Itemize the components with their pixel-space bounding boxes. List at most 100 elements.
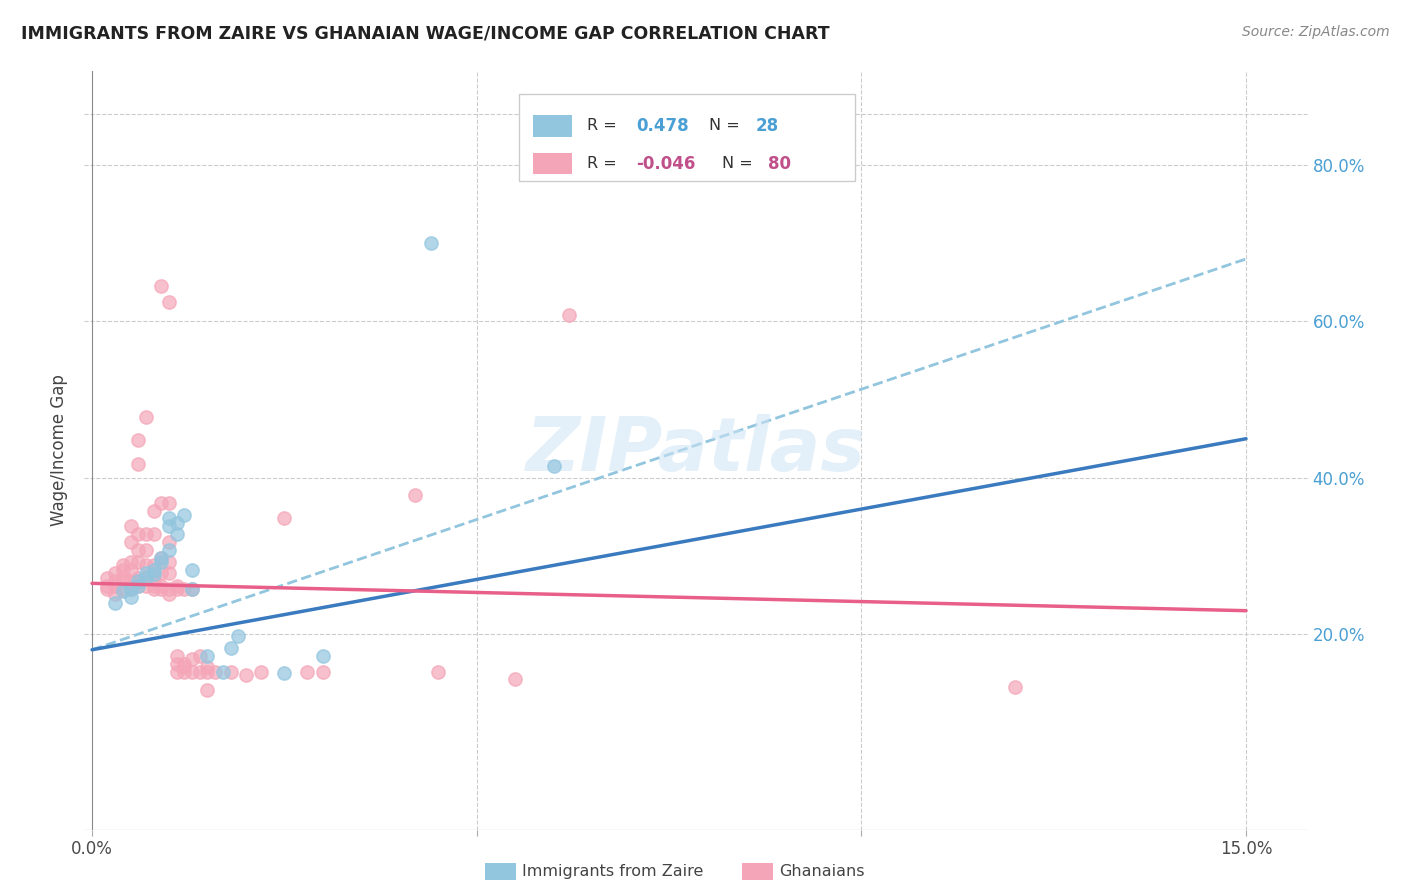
Point: [312, 648, 335, 663]
Point: [142, 558, 165, 573]
Point: [157, 295, 180, 310]
Point: [127, 571, 149, 585]
Point: [142, 503, 165, 517]
Point: [142, 579, 165, 593]
Point: [166, 648, 188, 663]
Point: [127, 574, 149, 588]
Point: [166, 527, 188, 541]
Text: ZIPatlas: ZIPatlas: [526, 414, 866, 487]
Point: [157, 511, 180, 525]
Point: [104, 566, 127, 581]
Point: [197, 683, 219, 698]
Point: [197, 648, 219, 663]
Point: [120, 582, 142, 596]
Point: [120, 574, 142, 588]
Point: [157, 496, 180, 510]
Point: [127, 579, 149, 593]
Point: [181, 665, 204, 679]
Bar: [533, 115, 572, 136]
Point: [142, 566, 165, 581]
Point: [219, 665, 242, 679]
Point: [181, 582, 204, 596]
Point: [503, 673, 526, 687]
Point: [120, 582, 142, 596]
Point: [181, 652, 204, 666]
Point: [173, 660, 195, 674]
Point: [166, 665, 188, 679]
Point: [297, 665, 319, 679]
Text: R =: R =: [588, 119, 621, 134]
Point: [111, 574, 134, 588]
Point: [157, 582, 180, 596]
Point: [120, 563, 142, 577]
Point: [120, 555, 142, 569]
Point: [219, 641, 242, 656]
Point: [150, 496, 173, 510]
Point: [96, 579, 118, 593]
Point: [111, 571, 134, 585]
Point: [173, 665, 195, 679]
Point: [111, 563, 134, 577]
Point: [120, 519, 142, 533]
Point: [150, 555, 173, 569]
Point: [142, 571, 165, 585]
Point: [404, 488, 426, 502]
Point: [142, 563, 165, 577]
Point: [111, 584, 134, 599]
Point: [150, 550, 173, 565]
Point: [135, 527, 157, 541]
Point: [96, 582, 118, 596]
Point: [111, 558, 134, 573]
Point: [142, 582, 165, 596]
Bar: [519, 95, 855, 181]
Point: [127, 527, 149, 541]
Point: [150, 579, 173, 593]
Point: [157, 555, 180, 569]
Point: [173, 582, 195, 596]
Point: [166, 657, 188, 671]
Point: [127, 542, 149, 557]
Point: [120, 535, 142, 549]
Point: [135, 571, 157, 585]
Point: [111, 582, 134, 596]
Point: [157, 535, 180, 549]
Point: [157, 586, 180, 600]
Point: [104, 574, 127, 588]
Point: [173, 508, 195, 523]
Point: [312, 665, 335, 679]
Point: [135, 571, 157, 585]
Point: [204, 665, 226, 679]
Point: [166, 579, 188, 593]
Point: [250, 665, 273, 679]
Point: [273, 511, 295, 525]
Text: N =: N =: [710, 119, 745, 134]
Point: [166, 582, 188, 596]
Point: [104, 586, 127, 600]
Point: [150, 279, 173, 293]
Point: [166, 516, 188, 530]
Text: 28: 28: [756, 117, 779, 135]
Point: [197, 665, 219, 679]
Point: [157, 542, 180, 557]
Point: [197, 660, 219, 674]
Point: [127, 457, 149, 471]
Point: [427, 665, 450, 679]
Text: IMMIGRANTS FROM ZAIRE VS GHANAIAN WAGE/INCOME GAP CORRELATION CHART: IMMIGRANTS FROM ZAIRE VS GHANAIAN WAGE/I…: [21, 25, 830, 43]
Text: Immigrants from Zaire: Immigrants from Zaire: [522, 864, 703, 879]
Point: [157, 566, 180, 581]
Point: [150, 582, 173, 596]
Point: [157, 519, 180, 533]
Y-axis label: Wage/Income Gap: Wage/Income Gap: [51, 375, 69, 526]
Point: [127, 434, 149, 448]
Point: [181, 582, 204, 596]
Point: [120, 590, 142, 604]
Point: [135, 542, 157, 557]
Point: [235, 667, 257, 681]
Point: [104, 579, 127, 593]
Text: -0.046: -0.046: [636, 155, 696, 173]
Point: [543, 459, 565, 474]
Point: [150, 566, 173, 581]
Text: Source: ZipAtlas.com: Source: ZipAtlas.com: [1241, 25, 1389, 39]
Point: [273, 666, 295, 681]
Point: [135, 558, 157, 573]
